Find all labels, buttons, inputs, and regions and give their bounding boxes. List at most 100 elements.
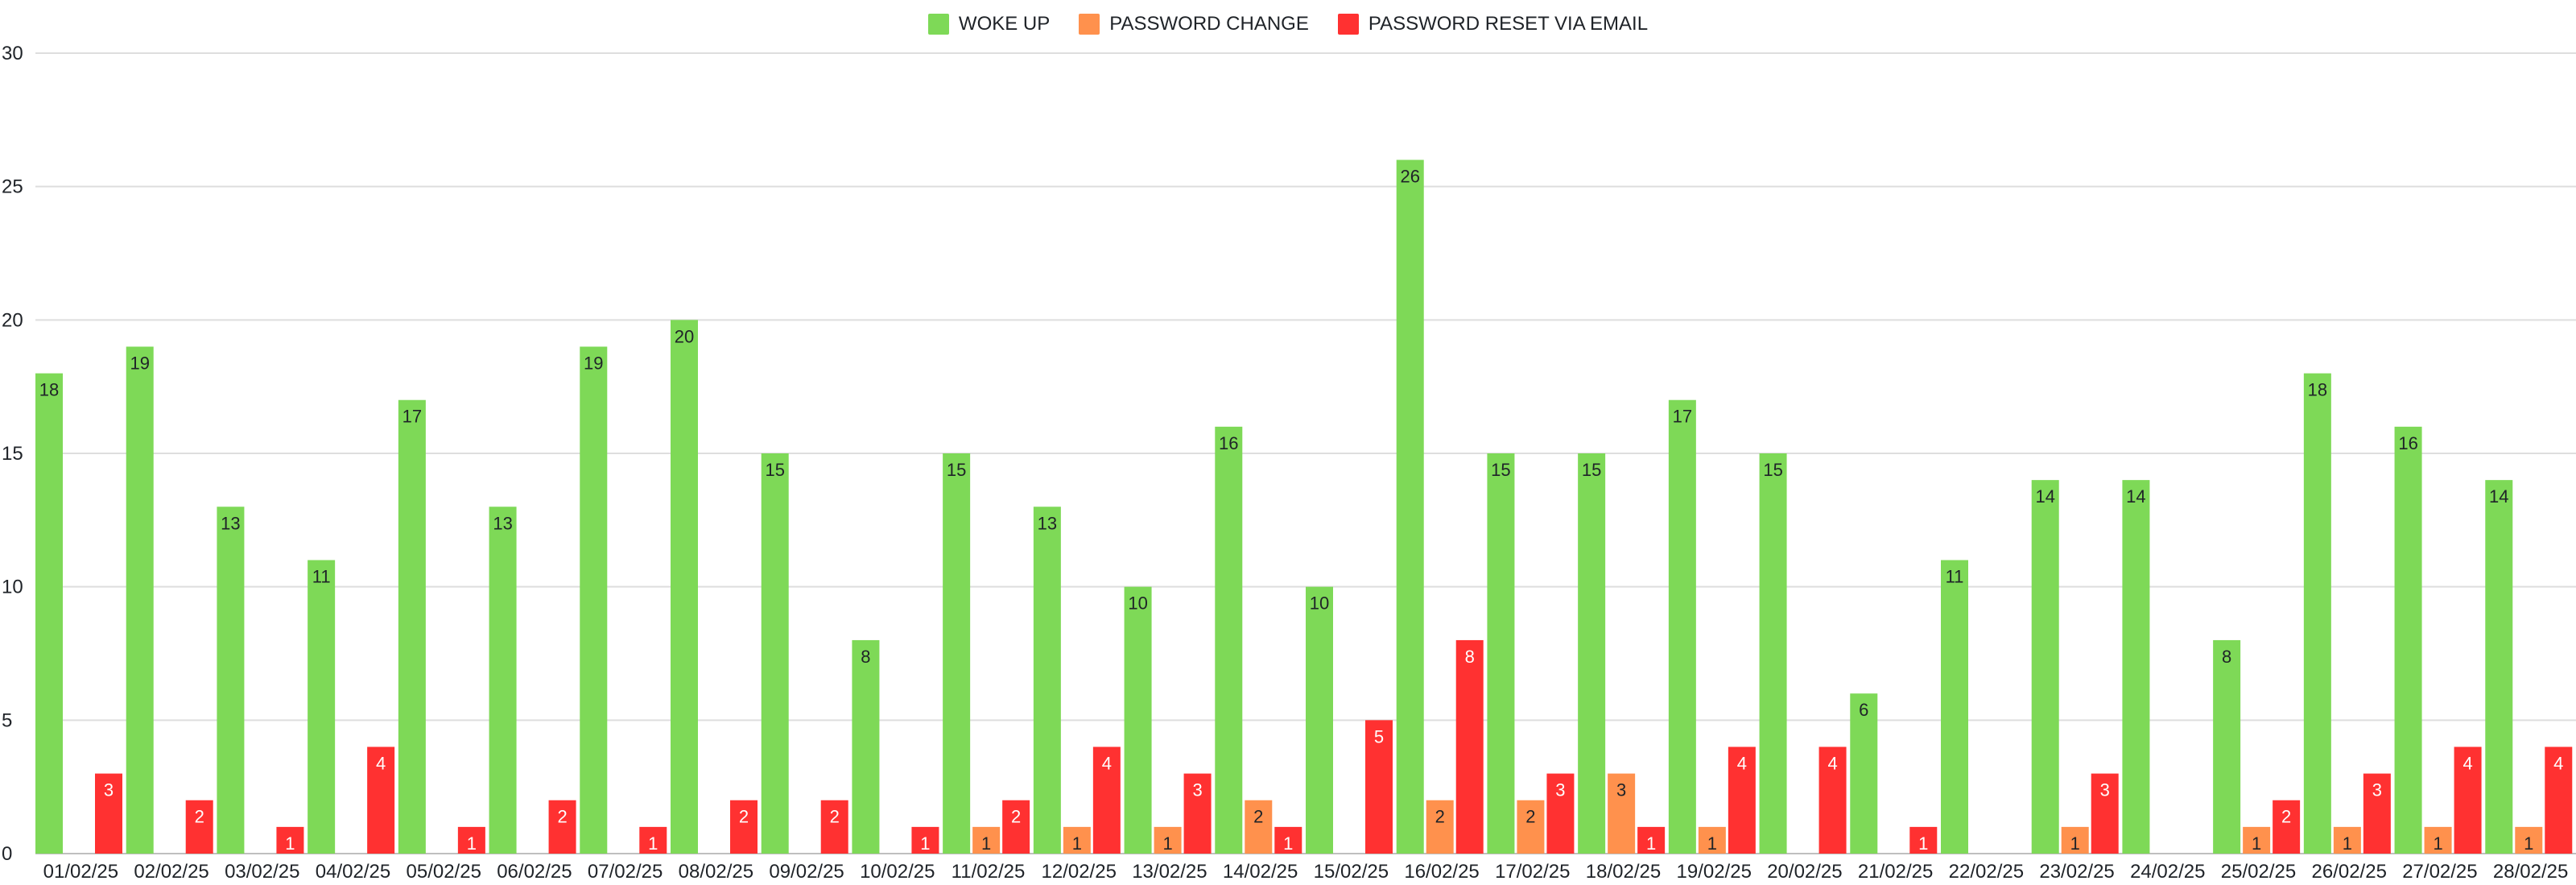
bar-value-label: 19 (130, 353, 149, 373)
bar-value-label: 1 (2524, 833, 2533, 854)
bar (2333, 826, 2361, 854)
x-tick-label: 06/02/25 (497, 861, 572, 881)
bar-value-label: 1 (2252, 833, 2261, 854)
bar-value-label: 3 (2372, 780, 2382, 800)
bar (1124, 586, 1152, 854)
bar (1517, 800, 1545, 854)
bar-value-label: 1 (2070, 833, 2080, 854)
bar-value-label: 26 (1400, 167, 1419, 187)
bar (95, 773, 122, 854)
x-tick-label: 21/02/25 (1858, 861, 1933, 881)
bar (2273, 800, 2301, 854)
bar-value-label: 18 (2308, 380, 2327, 400)
bar (1063, 826, 1091, 854)
bar-value-label: 2 (830, 807, 840, 827)
bar-value-label: 1 (648, 833, 658, 854)
x-tick-label: 08/02/25 (679, 861, 753, 881)
bar (2424, 826, 2452, 854)
bar-value-label: 10 (1310, 593, 1329, 614)
bar (1092, 746, 1121, 854)
legend-swatch (1079, 14, 1100, 35)
x-tick-label: 16/02/25 (1404, 861, 1479, 881)
bar (35, 373, 63, 854)
bar-value-label: 20 (675, 326, 694, 346)
bar-value-label: 8 (2222, 647, 2231, 667)
bar (2363, 773, 2391, 854)
bar-value-label: 2 (1253, 807, 1263, 827)
bar-value-label: 3 (104, 780, 114, 800)
x-tick-label: 18/02/25 (1586, 861, 1661, 881)
bar-value-label: 1 (1918, 833, 1928, 854)
bar (2485, 480, 2513, 854)
x-tick-label: 11/02/25 (952, 861, 1026, 881)
bar (730, 800, 758, 854)
legend-item[interactable]: PASSWORD RESET VIA EMAIL (1337, 13, 1648, 35)
bar (1002, 800, 1030, 854)
x-tick-label: 03/02/25 (225, 861, 299, 881)
bar (1183, 773, 1212, 854)
bar-value-label: 10 (1128, 593, 1147, 614)
x-tick-label: 23/02/25 (2039, 861, 2114, 881)
legend-item[interactable]: PASSWORD CHANGE (1079, 13, 1309, 35)
bar (2454, 746, 2482, 854)
bar-value-label: 17 (402, 407, 422, 427)
bar-value-label: 14 (2126, 486, 2145, 507)
bar (548, 800, 576, 854)
bar (1487, 453, 1515, 854)
bar (1668, 399, 1696, 854)
bar (1909, 826, 1938, 854)
legend-swatch (1337, 14, 1359, 35)
bar-value-label: 1 (2343, 833, 2352, 854)
bar (489, 507, 517, 854)
x-tick-label: 04/02/25 (316, 861, 390, 881)
x-tick-label: 17/02/25 (1495, 861, 1570, 881)
x-tick-label: 22/02/25 (1949, 861, 2024, 881)
bar-value-label: 1 (467, 833, 477, 854)
y-tick-label: 5 (2, 709, 12, 731)
bar-value-label: 1 (920, 833, 930, 854)
bar-value-label: 14 (2035, 486, 2054, 507)
bar-value-label: 4 (1827, 753, 1837, 773)
bar-value-label: 4 (2462, 753, 2472, 773)
bar-value-label: 4 (2553, 753, 2563, 773)
bar-value-label: 15 (1582, 460, 1601, 480)
bar (1941, 560, 1968, 854)
bar (217, 507, 245, 854)
bar-value-label: 13 (221, 513, 240, 533)
y-tick-label: 15 (2, 443, 23, 465)
bar-value-label: 4 (1737, 753, 1747, 773)
bar-value-label: 1 (1162, 833, 1172, 854)
bar (2515, 826, 2543, 854)
x-tick-label: 26/02/25 (2312, 861, 2387, 881)
bar-value-label: 11 (312, 567, 331, 587)
bar (911, 826, 939, 854)
bar-value-label: 8 (861, 647, 870, 667)
bar (1365, 720, 1393, 854)
bar-value-label: 1 (1072, 833, 1082, 854)
bar (580, 346, 608, 854)
bar (2122, 480, 2150, 854)
x-tick-label: 05/02/25 (407, 861, 481, 881)
bar-value-label: 1 (981, 833, 991, 854)
bar (1455, 639, 1484, 854)
bar (2091, 773, 2119, 854)
legend-item[interactable]: WOKE UP (927, 13, 1050, 35)
bar (2545, 746, 2573, 854)
y-tick-label: 0 (2, 843, 12, 865)
y-tick-label: 30 (2, 43, 23, 64)
bar (1396, 159, 1424, 854)
bar (671, 320, 698, 854)
bar (2394, 426, 2422, 854)
x-tick-label: 27/02/25 (2402, 861, 2477, 881)
bar-value-label: 2 (1011, 807, 1021, 827)
bar-value-label: 3 (2100, 780, 2110, 800)
bar-value-label: 3 (1192, 780, 1202, 800)
bar (639, 826, 667, 854)
bar (1578, 453, 1606, 854)
bar (1608, 773, 1636, 854)
x-tick-label: 10/02/25 (860, 861, 935, 881)
bar (1698, 826, 1726, 854)
bar-value-label: 15 (765, 460, 784, 480)
bar (2303, 373, 2331, 854)
